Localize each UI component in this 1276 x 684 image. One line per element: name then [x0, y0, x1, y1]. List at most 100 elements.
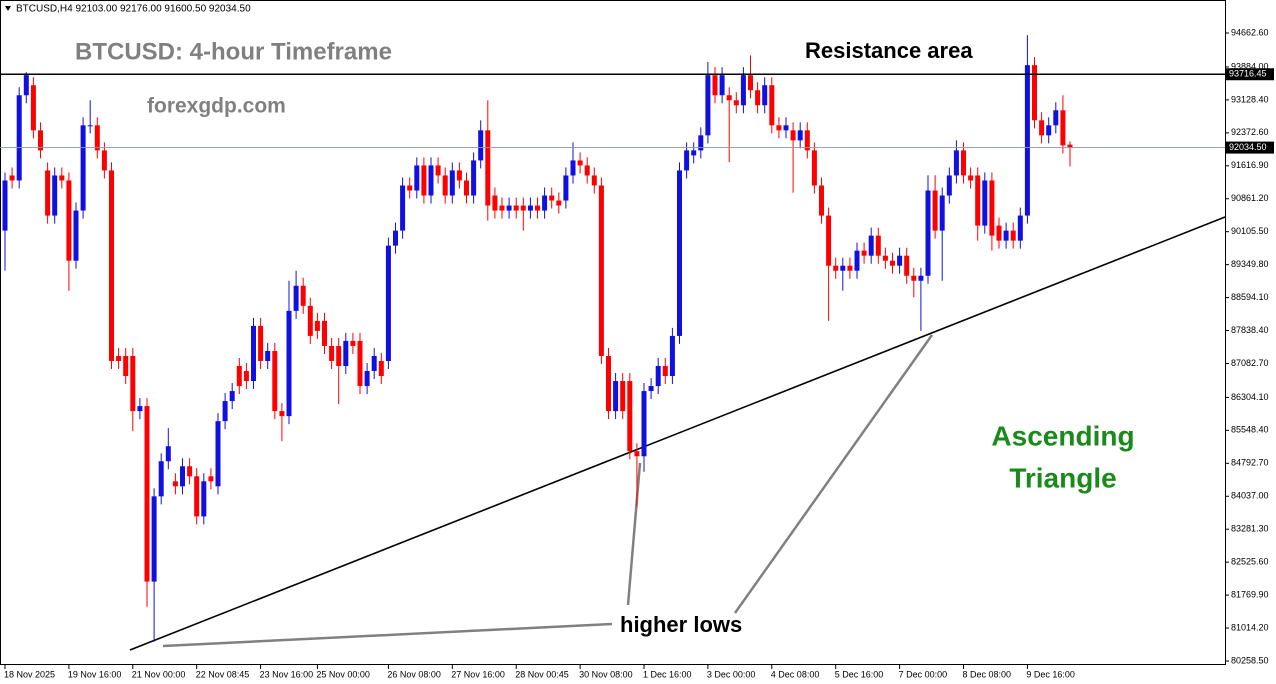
candle-body [449, 170, 455, 196]
candle-body [471, 160, 477, 196]
candle-body [875, 235, 881, 256]
candle-body [137, 406, 143, 412]
candle-body [890, 260, 895, 266]
candle-body [961, 150, 966, 176]
x-tick-label: 9 Dec 16:00 [1026, 669, 1075, 679]
candle-body [258, 325, 264, 361]
candle-body [577, 160, 583, 166]
price-label: 93716.45 [1229, 69, 1267, 79]
candle-body [506, 205, 512, 211]
candle-body [52, 175, 58, 216]
candle-body [442, 175, 448, 196]
y-tick-label: 93128.40 [1231, 94, 1269, 104]
y-tick-label: 84037.00 [1231, 491, 1269, 501]
candle-body [584, 165, 590, 176]
candle-body [343, 340, 349, 366]
candle-body [38, 130, 43, 151]
candle-body [265, 350, 271, 361]
candle-body [364, 371, 370, 387]
candle-body [144, 406, 150, 582]
candle-body [2, 180, 8, 231]
candle-body [712, 75, 718, 96]
candle-body [407, 185, 413, 191]
candle-body [847, 265, 853, 271]
candle-body [520, 205, 526, 211]
candle-body [229, 391, 235, 402]
candle-body [456, 170, 462, 181]
candle-body [740, 75, 746, 106]
candle-body [80, 125, 86, 211]
candle-body [1003, 230, 1009, 241]
candle-body [598, 185, 604, 356]
y-tick-label: 88594.10 [1231, 292, 1269, 302]
x-tick-label: 22 Nov 08:45 [196, 669, 250, 679]
candle-body [30, 85, 36, 131]
candle-body [1039, 120, 1045, 136]
candle-body [527, 205, 533, 211]
candle-body [620, 381, 626, 412]
candle-body [371, 355, 377, 372]
candle-body [833, 265, 839, 271]
candle-body [151, 496, 157, 582]
candle-body [733, 100, 739, 106]
symbol-icon [5, 6, 11, 11]
candle-body [109, 170, 114, 361]
candle-body [755, 90, 761, 106]
price-label-box [1226, 141, 1274, 154]
candle-body [428, 165, 434, 196]
candle-body [591, 175, 597, 186]
candle-body [854, 250, 860, 271]
candle-body [662, 365, 668, 377]
candle-body [158, 461, 164, 497]
candle-body [542, 195, 548, 211]
x-tick-label: 8 Dec 08:00 [963, 669, 1012, 679]
candle-body [116, 355, 122, 361]
candle-body [1017, 215, 1023, 241]
candle-body [634, 451, 640, 457]
candle-body [669, 335, 675, 377]
y-tick-label: 92372.60 [1231, 127, 1269, 137]
candle-body [975, 175, 981, 226]
candle-body [804, 130, 810, 151]
x-tick-label: 30 Nov 08:00 [579, 669, 633, 679]
candle-body [1060, 110, 1066, 146]
y-tick-label: 86304.10 [1231, 392, 1269, 402]
candle-body [655, 365, 661, 387]
candle-body [123, 355, 129, 377]
candle-body [492, 195, 498, 211]
candle-body [911, 275, 917, 281]
candle-body [243, 371, 249, 382]
y-tick-label: 81014.20 [1231, 622, 1269, 632]
candle-body [300, 285, 306, 306]
header: BTCUSD,H4 92103.00 92176.00 91600.50 920… [16, 4, 251, 15]
candle-body [101, 150, 107, 171]
candle-body [968, 175, 974, 181]
candle-body [563, 175, 569, 201]
y-tick-label: 94662.60 [1231, 27, 1269, 37]
candle-body [435, 165, 441, 176]
candle-body [251, 325, 256, 382]
candle-body [222, 401, 228, 422]
candle-body [982, 180, 988, 226]
x-tick-label: 26 Nov 08:00 [387, 669, 441, 679]
candle-body [556, 200, 562, 206]
candle-body [918, 275, 924, 281]
candle-body [762, 85, 768, 106]
candle-body [350, 340, 356, 346]
plot-frame [0, 0, 1226, 665]
candle-body [329, 345, 335, 361]
candle-body [187, 466, 193, 477]
candle-body [953, 150, 959, 176]
candle-body [705, 75, 711, 136]
candle-body [641, 391, 647, 457]
candle-body [861, 250, 867, 256]
candle-body [23, 75, 29, 96]
candle-body [172, 481, 178, 487]
y-tick-label: 91616.90 [1231, 160, 1269, 170]
candle-body [797, 130, 803, 141]
candle-body [478, 130, 484, 161]
candle-body [165, 446, 171, 462]
y-tick-label: 83281.30 [1231, 524, 1269, 534]
candle-body [464, 180, 469, 196]
candle-body [925, 190, 931, 276]
